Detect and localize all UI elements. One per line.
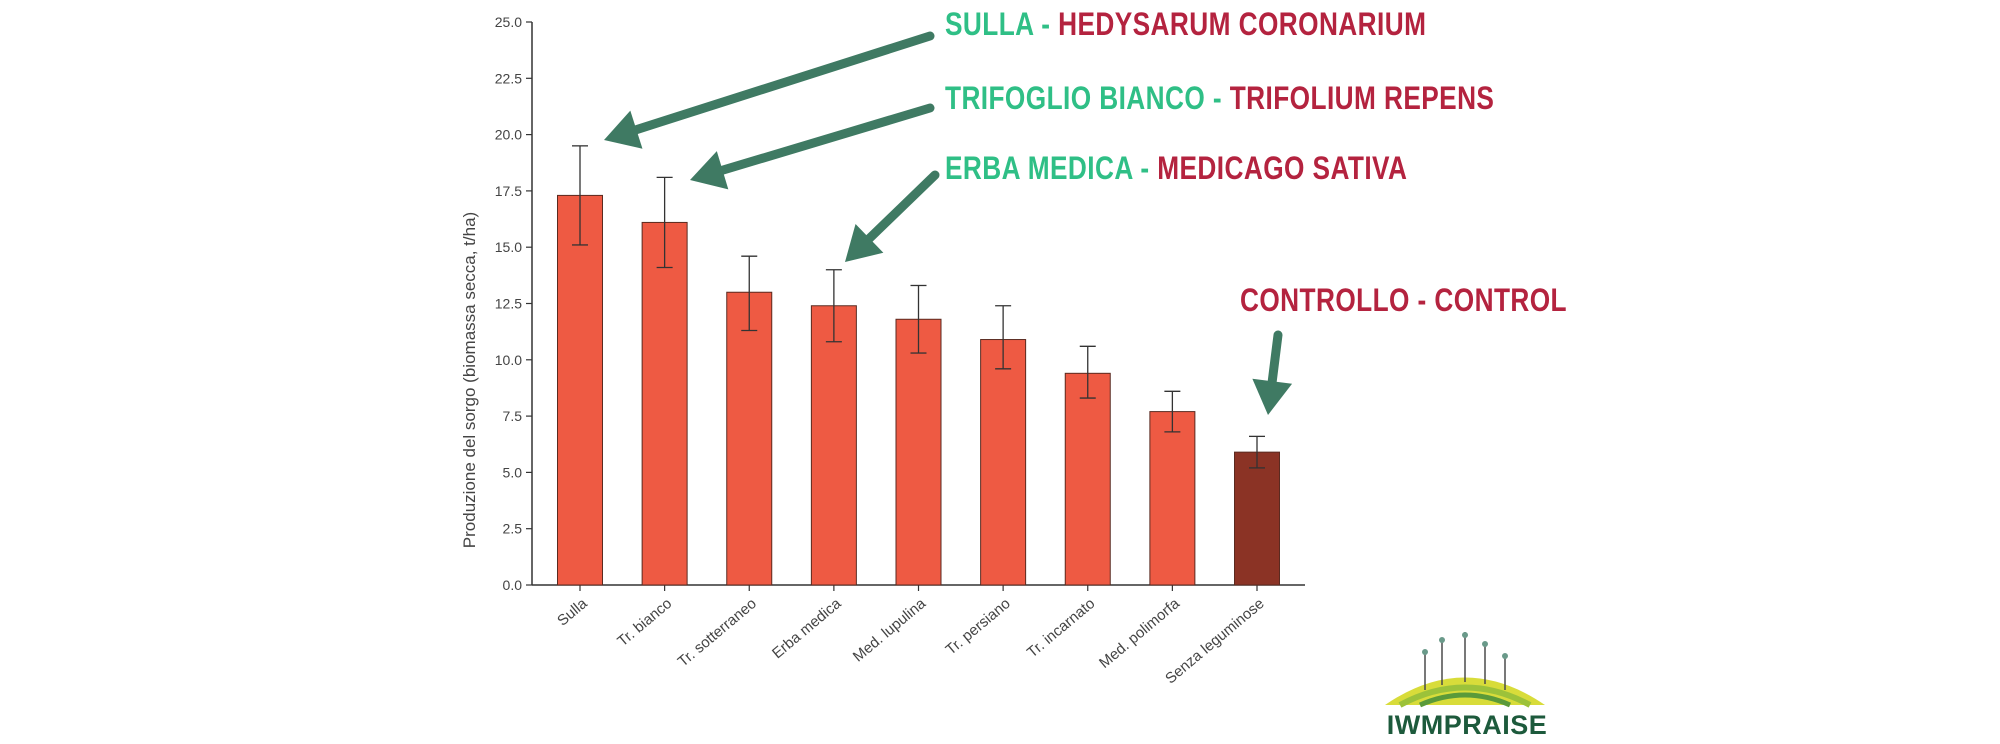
y-tick-label: 22.5 <box>495 70 522 86</box>
arrow-sulla <box>604 31 935 149</box>
bar <box>1149 411 1196 586</box>
bar <box>1064 372 1111 586</box>
x-tick-label: Med. polimorfa <box>1096 595 1183 672</box>
arrow-shaft <box>1267 330 1283 386</box>
arrow-shaft <box>718 103 935 175</box>
bar <box>1234 451 1280 586</box>
y-tick-label: 20.0 <box>495 127 522 143</box>
arrow-trifoglio <box>690 103 935 190</box>
y-tick-label: 17.5 <box>495 183 522 199</box>
bar <box>641 221 688 586</box>
arrow-head <box>604 110 643 149</box>
y-axis-label: Produzione del sorgo (biomassa secca, t/… <box>460 212 479 548</box>
y-tick-label: 25.0 <box>495 14 522 30</box>
bar <box>726 291 773 586</box>
y-tick-label: 15.0 <box>495 239 522 255</box>
annotation-arrows <box>604 31 1293 415</box>
y-tick-label: 7.5 <box>503 408 523 424</box>
y-tick-label: 2.5 <box>503 521 523 537</box>
bar <box>980 339 1027 586</box>
arrow-head <box>690 151 729 190</box>
y-tick-label: 5.0 <box>503 464 523 480</box>
x-tick-labels: Sulla Tr. bianco Tr. sotterraneo Erba medic… <box>554 595 1267 688</box>
arrow-shaft <box>864 170 940 243</box>
logo-text: IWMPRAISE <box>1386 710 1548 740</box>
x-tick-label: Tr. bianco <box>614 595 675 650</box>
annotation-sulla: SULLA - HEDYSARUM CORONARIUM <box>945 6 1427 42</box>
annotation-trifoglio: TRIFOGLIO BIANCO - TRIFOLIUM REPENS <box>945 80 1495 116</box>
x-tick-label: Tr. incarnato <box>1024 595 1098 661</box>
bar <box>810 305 857 586</box>
x-tick-label: Erba medica <box>769 595 845 663</box>
arrow-head <box>845 223 884 262</box>
chart-bars <box>557 145 1280 586</box>
x-tick-label: Sulla <box>554 595 591 630</box>
x-tick-label: Tr. persiano <box>943 595 1014 659</box>
arrow-shaft <box>631 31 935 135</box>
bar <box>895 318 942 586</box>
x-tick-label: Tr. sotterraneo <box>675 595 760 670</box>
arrow-erba-medica <box>845 170 940 262</box>
y-tick-label: 0.0 <box>503 577 523 593</box>
iwmpraise-logo <box>1385 632 1545 708</box>
y-tick-label: 10.0 <box>495 352 522 368</box>
arrow-controllo <box>1252 330 1293 415</box>
y-tick-label: 12.5 <box>495 296 522 312</box>
annotation-erba-medica: ERBA MEDICA - MEDICAGO SATIVA <box>945 150 1408 186</box>
bar <box>557 194 603 586</box>
arrow-head <box>1252 378 1293 415</box>
annotation-controllo: CONTROLLO - CONTROL <box>1240 282 1568 318</box>
x-tick-label: Med. lupulina <box>850 595 930 666</box>
